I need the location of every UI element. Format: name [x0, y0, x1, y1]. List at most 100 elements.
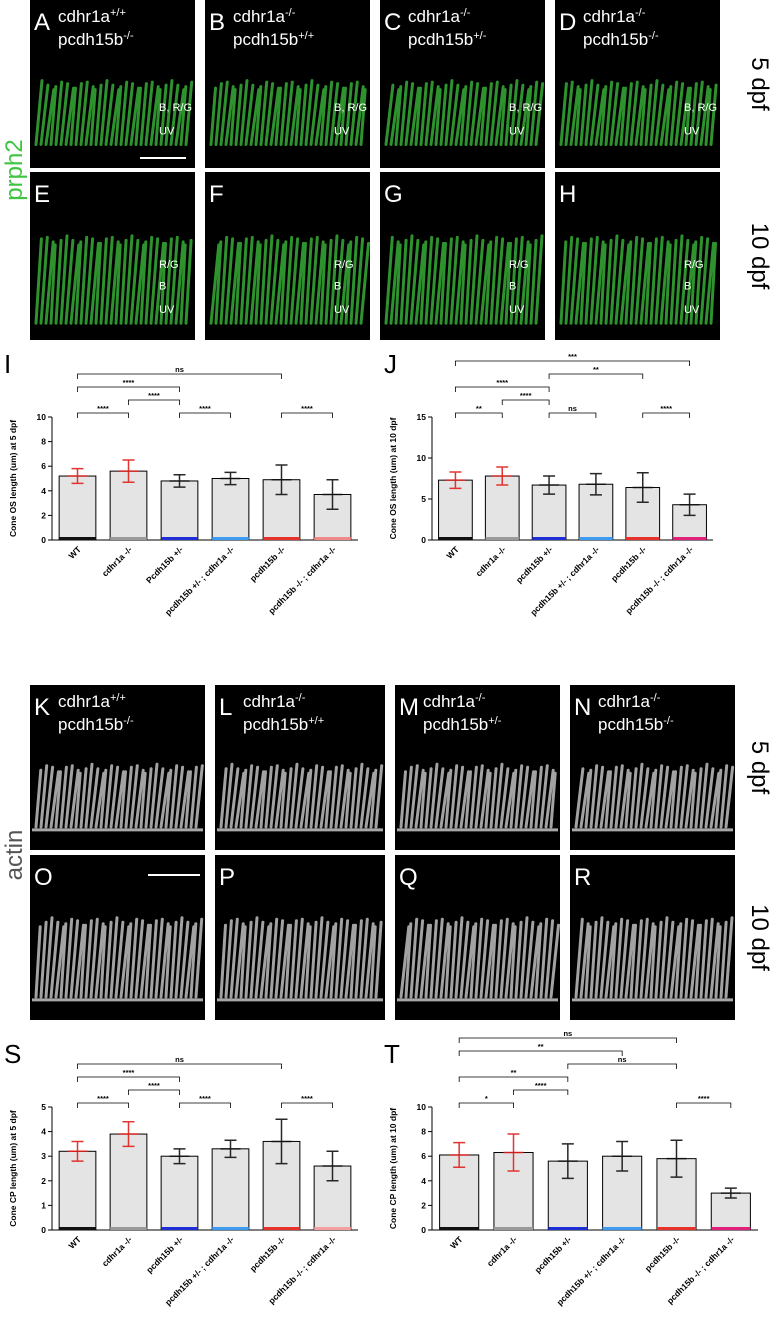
- significance-label: ns: [568, 404, 577, 413]
- layer-label: B, R/G: [159, 102, 192, 114]
- genotype-label: pcdh15b-/-: [58, 30, 134, 49]
- error-bar: [445, 471, 466, 490]
- significance-bracket: [179, 412, 231, 418]
- significance-bracket: [567, 1063, 677, 1069]
- panel-letter: S: [4, 1039, 21, 1069]
- photoreceptor-texture: [399, 916, 560, 999]
- group-color-swatch: [656, 1227, 697, 1230]
- genotype-label: pcdh15b-/-: [58, 715, 134, 734]
- significance-label: ****: [123, 378, 135, 387]
- y-tick-label: 0: [421, 1225, 426, 1235]
- significance-bracket: [458, 1037, 677, 1043]
- significance-label: ****: [301, 1094, 313, 1103]
- error-bar: [220, 1139, 241, 1159]
- y-axis-label: Cone OS length (um) at 10 dpf: [388, 417, 398, 539]
- significance-bracket: [676, 1102, 732, 1108]
- genotype-label: cdhr1a-/-: [233, 7, 296, 26]
- gene-name: cdhr1a: [58, 7, 111, 26]
- panel-letter: I: [4, 349, 11, 379]
- significance-bracket: [548, 412, 597, 418]
- gene-name: pcdh15b: [58, 30, 123, 49]
- significance-bracket: [77, 386, 180, 392]
- gene-name: cdhr1a: [408, 7, 461, 26]
- allele: -/-: [650, 692, 661, 704]
- bar: [160, 1155, 199, 1231]
- gene-name: pcdh15b: [233, 30, 298, 49]
- significance-bracket: [455, 360, 690, 366]
- panel-letter: O: [34, 864, 53, 891]
- genotype-label: cdhr1a-/-: [598, 692, 661, 711]
- error-bar: [449, 1141, 470, 1169]
- gene-name: cdhr1a: [243, 692, 296, 711]
- allele: -/-: [295, 692, 306, 704]
- y-axis-label: Cone OS length (um) at 5 dpf: [8, 420, 18, 537]
- photoreceptor-texture: [384, 234, 544, 325]
- layer-label: UV: [509, 125, 525, 137]
- genotype-label: pcdh15b-/-: [598, 715, 674, 734]
- error-bar: [612, 1140, 633, 1172]
- allele: +/+: [110, 692, 126, 704]
- significance-bracket: [455, 412, 503, 418]
- layer-label: B, R/G: [509, 102, 542, 114]
- stage-label: 5 dpf: [746, 57, 773, 111]
- photoreceptor-texture: [574, 916, 734, 999]
- photoreceptor-texture: [219, 916, 383, 999]
- y-tick-label: 4: [41, 486, 46, 496]
- group-color-swatch: [548, 1227, 588, 1230]
- stage-label: 10 dpf: [746, 223, 773, 290]
- y-tick-label: 15: [417, 412, 427, 422]
- error-bar: [118, 459, 139, 483]
- significance-bracket: [77, 373, 282, 379]
- layer-label: R/G: [159, 259, 179, 271]
- error-bar: [539, 475, 560, 495]
- panel-letter: R: [574, 864, 591, 891]
- gene-name: pcdh15b: [243, 715, 308, 734]
- significance-bracket: [501, 399, 550, 405]
- error-bar: [169, 1148, 190, 1165]
- error-bar: [503, 1133, 524, 1172]
- genotype-label: cdhr1a+/+: [58, 692, 126, 711]
- group-color-swatch: [493, 1227, 534, 1230]
- significance-bracket: [642, 412, 690, 418]
- stain-label: actin: [1, 830, 28, 881]
- allele: -/-: [123, 30, 134, 42]
- y-tick-label: 5: [421, 494, 426, 504]
- layer-label: B: [159, 281, 166, 293]
- allele: +/+: [298, 30, 314, 42]
- layer-label: UV: [334, 125, 350, 137]
- group-color-swatch: [711, 1227, 751, 1230]
- significance-label: ns: [618, 1055, 627, 1064]
- significance-label: **: [476, 404, 482, 413]
- group-color-swatch: [110, 537, 147, 540]
- layer-label: UV: [684, 125, 700, 137]
- panel-letter: G: [384, 181, 403, 208]
- error-bar: [169, 474, 190, 488]
- bar: [109, 1133, 148, 1231]
- significance-bracket: [77, 412, 129, 418]
- group-color-swatch: [438, 537, 473, 540]
- layer-label: B: [509, 281, 516, 293]
- significance-bracket: [77, 1063, 282, 1069]
- gene-name: cdhr1a: [423, 692, 476, 711]
- photoreceptor-texture: [34, 234, 193, 325]
- significance-label: ****: [199, 404, 211, 413]
- significance-label: ****: [123, 1068, 135, 1077]
- genotype-label: pcdh15b+/+: [233, 30, 314, 49]
- error-bar: [271, 464, 292, 496]
- panel-letter: A: [34, 9, 50, 36]
- y-tick-label: 2: [41, 1176, 46, 1186]
- error-bar: [322, 1150, 343, 1182]
- allele: -/-: [285, 7, 296, 19]
- y-tick-label: 6: [421, 1151, 426, 1161]
- layer-label: UV: [684, 304, 700, 316]
- group-color-swatch: [625, 537, 660, 540]
- y-tick-label: 0: [41, 535, 46, 545]
- genotype-label: pcdh15b+/-: [408, 30, 487, 49]
- significance-bracket: [458, 1076, 569, 1082]
- y-tick-label: 8: [41, 437, 46, 447]
- gene-name: pcdh15b: [583, 30, 648, 49]
- allele: -/-: [648, 30, 659, 42]
- group-color-swatch: [263, 1227, 300, 1230]
- significance-label: ****: [148, 391, 160, 400]
